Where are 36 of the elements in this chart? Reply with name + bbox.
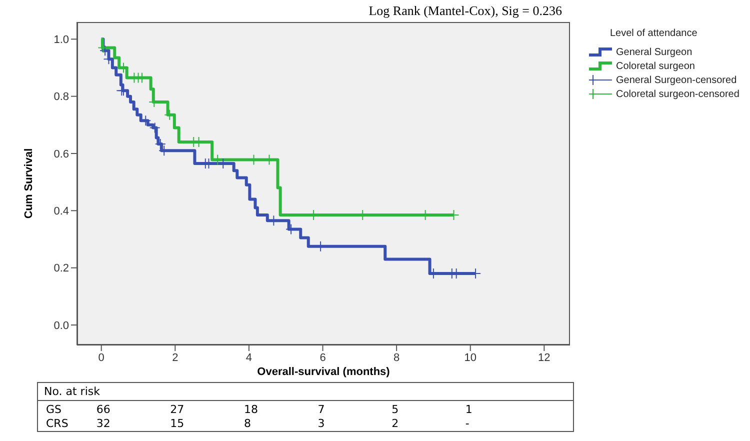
text: GS [46,403,62,416]
legend-label: General Surgeon [616,46,692,58]
x-tick-label: 8 [394,352,400,364]
text: 15 [170,417,184,430]
text: 8 [244,417,251,430]
y-tick-label: 1.0 [54,34,69,46]
text: No. at risk [44,385,100,398]
x-tick-label: 10 [464,352,476,364]
x-tick-label: 6 [320,352,326,364]
text: 7 [318,403,325,416]
legend-label: Coloretal surgeon [616,60,695,72]
y-tick-label: 0.4 [54,206,69,218]
y-tick-label: 0.8 [54,91,69,104]
x-tick-label: 0 [98,352,104,364]
legend-label: Coloretal surgeon-censored [616,88,740,100]
text: 5 [392,403,399,416]
text: 32 [96,417,110,430]
legend-label: General Surgeon-censored [616,74,737,86]
x-tick-label: 2 [172,352,178,364]
text: 1 [465,403,472,416]
y-tick-label: 0.2 [54,262,69,275]
y-axis-title: Cum Survival [22,148,35,219]
y-tick-label: 0.6 [54,148,69,160]
text: Log Rank (Mantel-Cox), Sig = 0.236 [368,3,562,19]
text: 66 [96,403,110,416]
text: - [465,417,470,430]
text: 27 [170,403,184,416]
legend-title: Level of attendance [610,28,698,39]
x-axis-title: Overall-survival (months) [257,366,390,378]
y-tick-label: 0.0 [54,320,69,332]
text: 18 [244,403,258,416]
text: 3 [318,417,325,430]
text: 2 [392,417,399,430]
text: CRS [46,417,68,430]
x-tick-label: 12 [538,352,550,364]
x-tick-label: 4 [246,352,252,364]
